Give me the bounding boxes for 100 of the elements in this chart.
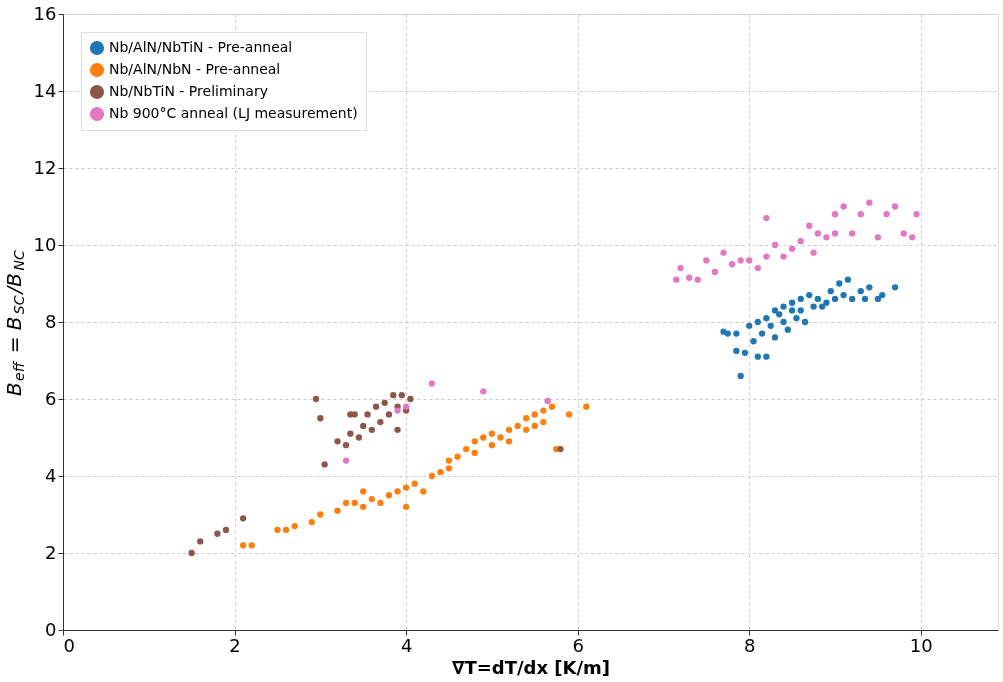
- point: [754, 264, 761, 272]
- y-tick-label: 12: [33, 156, 57, 178]
- x-axis-title: ∇T=dT/dx [K/m]: [451, 656, 611, 678]
- point: [913, 211, 920, 218]
- point: [866, 199, 873, 206]
- y-tick-label: 0: [45, 618, 57, 640]
- point: [818, 303, 826, 310]
- point: [394, 488, 401, 495]
- point: [797, 237, 804, 245]
- point: [505, 426, 513, 433]
- point: [763, 253, 770, 260]
- x-tick-label: 0: [63, 634, 75, 656]
- point: [385, 492, 393, 499]
- point: [454, 453, 461, 460]
- point: [780, 253, 787, 260]
- point: [321, 461, 328, 468]
- point: [711, 268, 719, 276]
- point: [891, 203, 899, 210]
- point: [540, 407, 547, 414]
- point: [445, 465, 453, 472]
- x-tick-label: 2: [229, 634, 241, 656]
- point: [797, 295, 804, 303]
- point: [214, 530, 221, 537]
- point: [557, 445, 564, 453]
- point: [836, 280, 843, 287]
- point: [857, 211, 864, 218]
- point: [737, 257, 744, 264]
- point: [750, 338, 757, 345]
- point: [814, 230, 822, 237]
- point: [523, 426, 530, 433]
- point: [428, 380, 436, 387]
- point: [540, 418, 547, 426]
- point: [741, 349, 749, 356]
- point: [788, 307, 796, 314]
- point: [428, 472, 436, 480]
- point: [883, 211, 890, 218]
- point: [677, 264, 684, 272]
- legend-label: Nb/AlN/NbTiN - Pre-anneal: [109, 39, 293, 55]
- point: [317, 511, 324, 518]
- point: [531, 422, 538, 430]
- point: [763, 214, 770, 222]
- point: [754, 353, 761, 360]
- point: [694, 276, 701, 283]
- legend-label: Nb/AlN/NbN - Pre-anneal: [109, 61, 281, 77]
- point: [398, 391, 405, 399]
- point: [823, 299, 830, 306]
- point: [866, 284, 873, 291]
- x-tick-label: 10: [909, 634, 933, 656]
- point: [402, 403, 410, 410]
- y-tick-label: 4: [45, 464, 57, 486]
- point: [840, 203, 847, 210]
- point: [771, 307, 779, 314]
- point: [347, 411, 354, 418]
- point: [291, 522, 298, 530]
- point: [239, 542, 247, 549]
- legend-label: Nb/NbTiN - Preliminary: [109, 83, 268, 99]
- point: [334, 438, 341, 445]
- point: [488, 442, 496, 449]
- point: [497, 434, 504, 441]
- point: [703, 257, 710, 264]
- point: [248, 542, 255, 549]
- point: [463, 445, 470, 453]
- point: [746, 322, 753, 330]
- point: [334, 507, 341, 514]
- point: [471, 438, 478, 445]
- point: [531, 411, 538, 418]
- point: [879, 291, 886, 299]
- point: [282, 526, 290, 534]
- point: [827, 288, 834, 295]
- point: [548, 403, 556, 410]
- point: [857, 288, 864, 295]
- point: [360, 422, 367, 430]
- point: [801, 318, 809, 326]
- point: [377, 418, 384, 426]
- point: [360, 503, 367, 510]
- point: [746, 257, 753, 264]
- point: [724, 330, 731, 337]
- point: [810, 303, 817, 310]
- point: [771, 334, 779, 341]
- y-axis-title: Beff = BSC/BNC: [2, 250, 27, 396]
- point: [385, 411, 393, 418]
- point: [737, 372, 744, 380]
- point: [514, 422, 521, 430]
- point: [368, 426, 375, 433]
- point: [308, 519, 315, 526]
- point: [806, 222, 813, 229]
- y-tick-label: 14: [33, 79, 57, 101]
- point: [840, 291, 847, 299]
- legend-label: Nb 900°C anneal (LJ measurement): [109, 105, 358, 121]
- point: [347, 430, 354, 437]
- point: [390, 391, 397, 399]
- point: [891, 284, 899, 291]
- point: [771, 241, 779, 249]
- point: [480, 388, 487, 395]
- point: [900, 230, 907, 237]
- point: [758, 330, 766, 337]
- y-tick-label: 6: [45, 387, 57, 409]
- point: [505, 438, 513, 445]
- point: [673, 276, 680, 283]
- point: [471, 449, 478, 457]
